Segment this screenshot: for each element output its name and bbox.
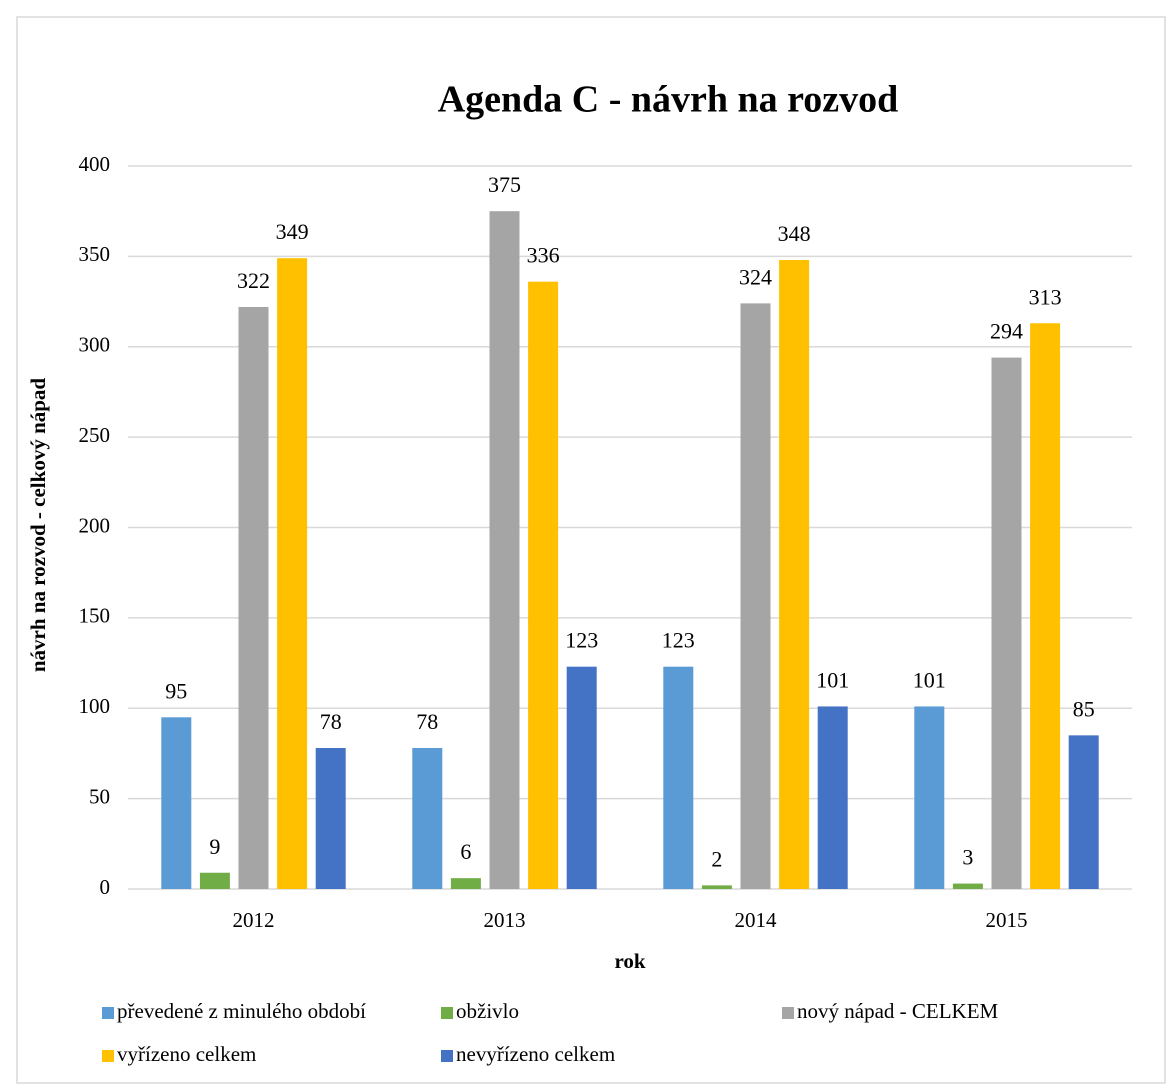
- bar: [740, 303, 771, 889]
- data-label: 78: [416, 709, 438, 734]
- legend-label: převedené z minulého období: [117, 999, 366, 1023]
- legend-swatch: [102, 1050, 114, 1062]
- legend-swatch: [782, 1007, 794, 1019]
- data-label: 322: [237, 268, 270, 293]
- x-axis-title: rok: [614, 949, 645, 973]
- y-tick-label: 0: [100, 875, 111, 899]
- legend-label: obživlo: [456, 999, 519, 1023]
- bar: [1068, 735, 1099, 889]
- data-label: 324: [739, 264, 772, 289]
- bar: [914, 706, 945, 889]
- y-tick-label: 150: [79, 604, 111, 628]
- bar: [161, 717, 192, 889]
- legend-swatch: [441, 1007, 453, 1019]
- data-label: 78: [320, 709, 342, 734]
- legend-swatch: [441, 1050, 453, 1062]
- data-label: 123: [565, 628, 598, 653]
- y-tick-label: 100: [79, 694, 111, 718]
- data-label: 348: [778, 221, 811, 246]
- bar: [238, 306, 269, 889]
- legend-label: nový nápad - CELKEM: [797, 999, 999, 1023]
- y-tick-label: 50: [89, 784, 110, 808]
- legend-swatch: [102, 1007, 114, 1019]
- data-label: 101: [913, 667, 946, 692]
- bar: [701, 885, 732, 889]
- bar: [199, 872, 230, 889]
- bar: [566, 666, 597, 889]
- bar: [412, 748, 443, 889]
- data-label: 85: [1073, 696, 1095, 721]
- y-tick-label: 350: [79, 242, 111, 266]
- bar: [489, 211, 520, 889]
- bar: [817, 706, 848, 889]
- bar: [315, 748, 346, 889]
- bar: [277, 258, 308, 889]
- bar: [952, 883, 983, 889]
- chart-frame: [16, 16, 1166, 1084]
- data-label: 101: [816, 667, 849, 692]
- y-tick-label: 250: [79, 423, 111, 447]
- x-tick-label: 2014: [735, 908, 778, 932]
- y-tick-label: 300: [79, 333, 111, 357]
- bar: [528, 281, 559, 889]
- chart-title: Agenda C - návrh na rozvod: [438, 79, 899, 121]
- legend-label: nevyřízeno celkem: [456, 1042, 615, 1066]
- x-tick-label: 2013: [484, 908, 526, 932]
- data-label: 294: [990, 319, 1023, 344]
- data-label: 9: [209, 834, 220, 859]
- y-axis-title: návrh na rozvod - celkový nápad: [26, 378, 50, 673]
- data-label: 6: [460, 839, 471, 864]
- y-tick-label: 400: [79, 152, 111, 176]
- bar: [991, 357, 1022, 890]
- legend-label: vyřízeno celkem: [117, 1042, 256, 1066]
- bar: [1030, 323, 1061, 889]
- data-label: 95: [165, 678, 187, 703]
- y-tick-label: 200: [79, 513, 111, 537]
- bar: [779, 259, 810, 889]
- data-label: 2: [711, 846, 722, 871]
- data-label: 3: [962, 845, 973, 870]
- x-tick-label: 2012: [233, 908, 275, 932]
- data-label: 313: [1029, 284, 1062, 309]
- data-label: 123: [662, 628, 695, 653]
- bar: [450, 878, 481, 889]
- data-label: 349: [276, 219, 309, 244]
- data-label: 375: [488, 172, 521, 197]
- x-tick-label: 2015: [986, 908, 1028, 932]
- bar: [663, 666, 694, 889]
- data-label: 336: [527, 243, 560, 268]
